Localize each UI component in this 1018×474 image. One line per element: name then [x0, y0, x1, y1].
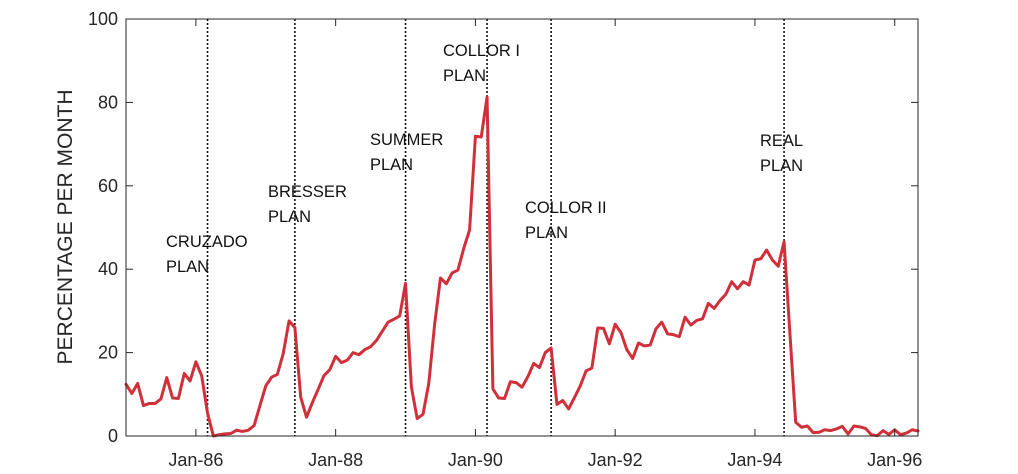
plan-label: BRESSER PLAN: [268, 183, 347, 226]
plan-label-line: PLAN: [525, 224, 568, 242]
plan-label: REAL PLAN: [760, 132, 803, 175]
plan-label-line: COLLOR I: [443, 42, 520, 60]
plan-label-line: CRUZADO: [166, 233, 248, 251]
y-tick-label: 60: [98, 176, 118, 196]
plan-markers: [206, 19, 785, 436]
plan-label: SUMMER PLAN: [370, 131, 443, 174]
plan-label: COLLOR II PLAN: [525, 199, 607, 242]
series-layer: [124, 95, 920, 438]
y-tick-label: 80: [98, 92, 118, 112]
plan-label-line: BRESSER: [268, 183, 347, 201]
plan-label-line: PLAN: [760, 157, 803, 175]
axis-ticks: [126, 18, 918, 437]
plot-frame: [125, 18, 919, 437]
inflation-line: [124, 95, 920, 438]
plan-label-line: PLAN: [370, 156, 413, 174]
plan-label: COLLOR I PLAN: [443, 42, 520, 85]
x-tick-label: Jan-96: [867, 450, 922, 470]
x-tick-label: Jan-90: [448, 450, 503, 470]
x-tick-label: Jan-94: [727, 450, 782, 470]
y-tick-label: 40: [98, 259, 118, 279]
plan-label-line: SUMMER: [370, 131, 443, 149]
x-tick-label: Jan-86: [168, 450, 223, 470]
plan-label-line: PLAN: [166, 258, 209, 276]
y-tick-label: 0: [108, 426, 118, 446]
y-axis-label: PERCENTAGE PER MONTH: [54, 90, 77, 365]
y-tick-label: 100: [88, 9, 118, 29]
x-tick-label: Jan-88: [308, 450, 363, 470]
plan-label-line: COLLOR II: [525, 199, 607, 217]
x-tick-label: Jan-92: [588, 450, 643, 470]
plan-label-line: PLAN: [443, 67, 486, 85]
plan-label-line: PLAN: [268, 208, 311, 226]
tick-labels: 0 20 40 60 80 100 Jan-86 Jan-88 Jan-90 Jan-92 Jan-…: [88, 9, 922, 470]
plan-label-line: REAL: [760, 132, 803, 150]
plan-label: CRUZADO PLAN: [166, 233, 248, 276]
y-tick-label: 20: [98, 343, 118, 363]
